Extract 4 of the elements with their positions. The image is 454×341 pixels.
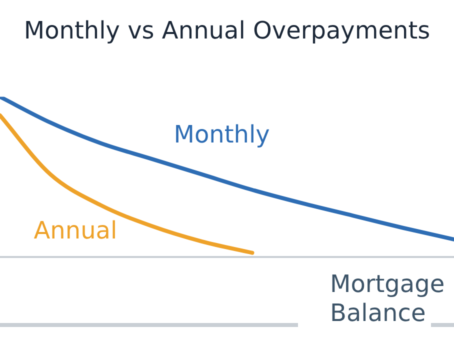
- series-label: Monthly: [174, 120, 270, 149]
- series-label: Annual: [34, 216, 118, 245]
- text: Mortgage Balance: [330, 270, 446, 328]
- chart-title: Monthly vs Annual Overpayments: [24, 16, 430, 45]
